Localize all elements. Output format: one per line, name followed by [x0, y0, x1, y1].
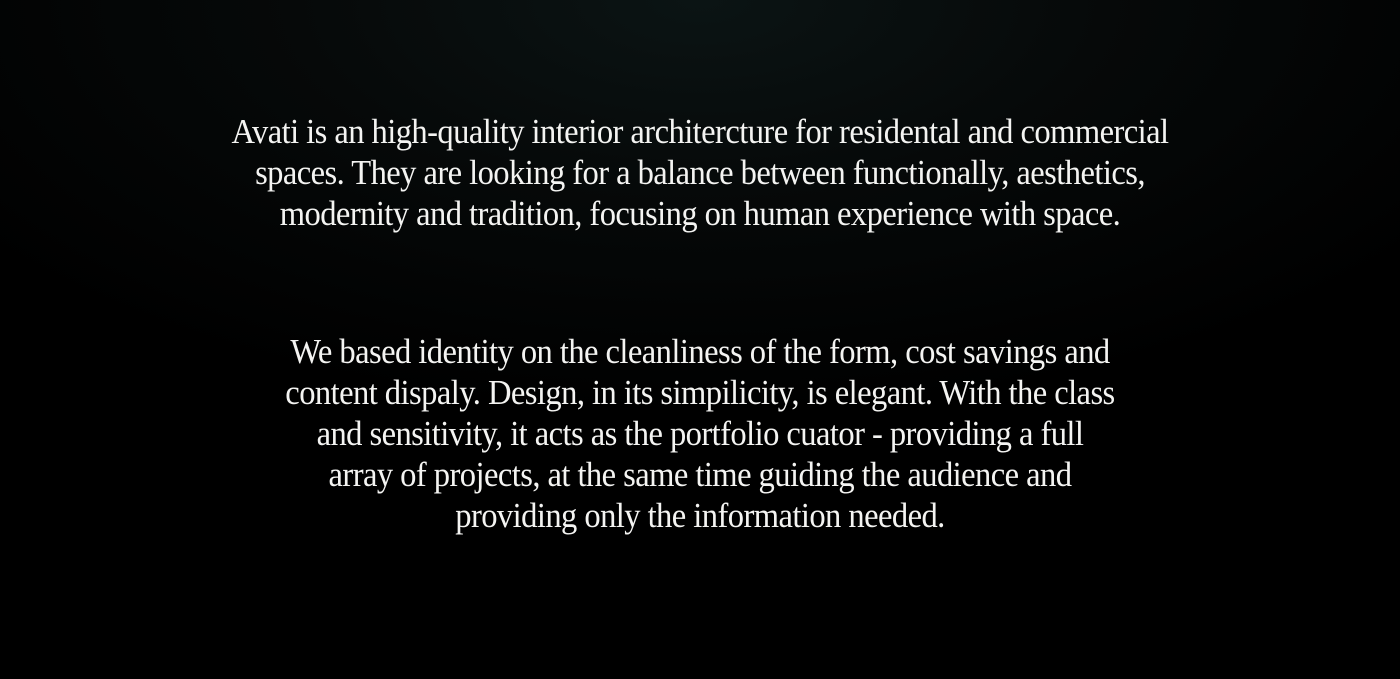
identity-line: providing only the information needed.: [455, 496, 945, 535]
identity-line: array of projects, at the same time guid…: [328, 455, 1072, 494]
identity-line: content dispaly. Design, in its simpilic…: [285, 373, 1115, 412]
identity-line: and sensitivity, it acts as the portfoli…: [316, 414, 1084, 453]
intro-paragraph: Avati is an high-quality interior archit…: [49, 111, 1351, 234]
identity-paragraph: We based identity on the cleanliness of …: [49, 331, 1351, 536]
intro-line: Avati is an high-quality interior archit…: [231, 112, 1169, 151]
intro-line: spaces. They are looking for a balance b…: [255, 153, 1145, 192]
identity-line: We based identity on the cleanliness of …: [290, 332, 1110, 371]
intro-line: modernity and tradition, focusing on hum…: [279, 194, 1121, 233]
